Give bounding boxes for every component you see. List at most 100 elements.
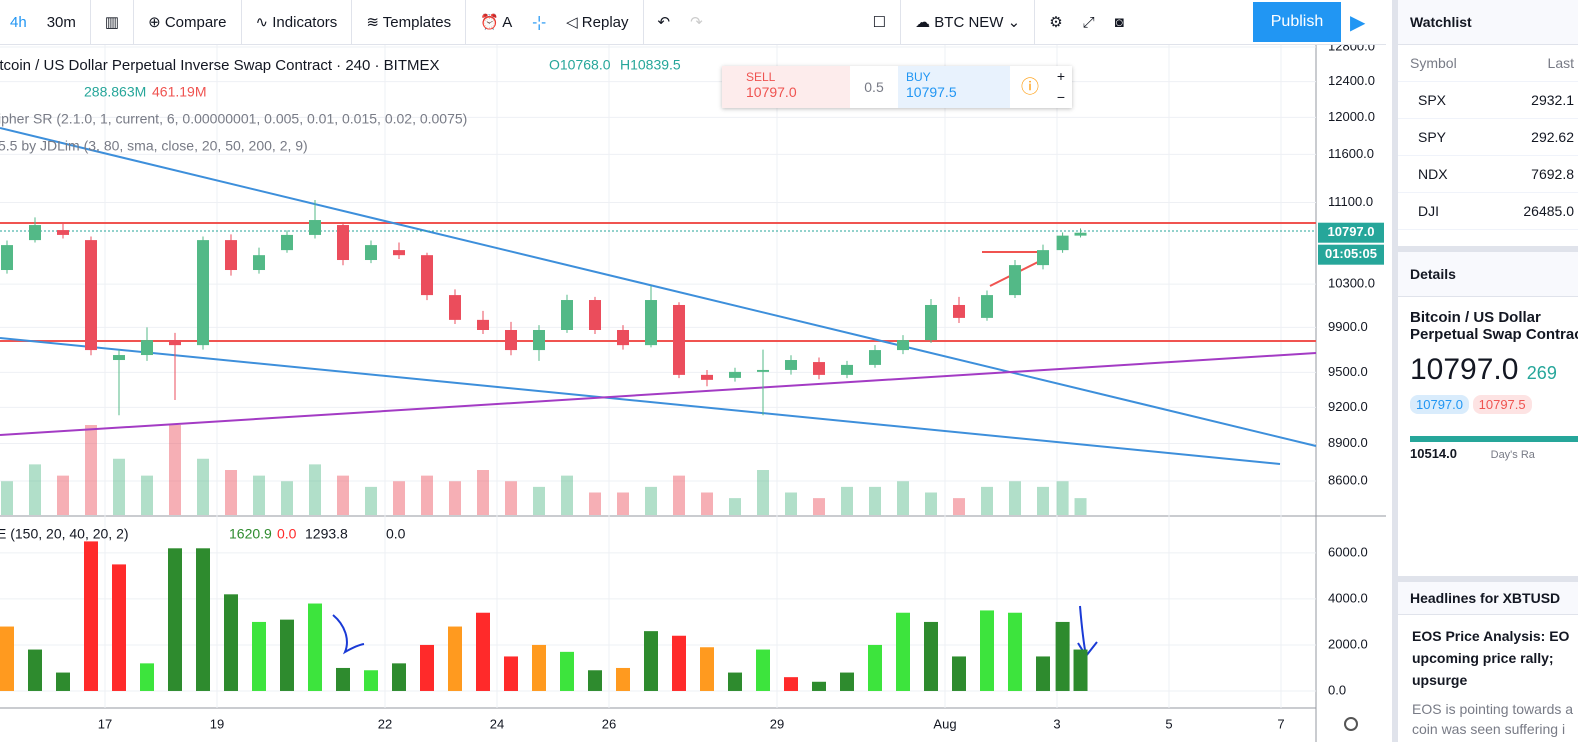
volume-bar [701, 492, 713, 515]
settings-icon[interactable] [1344, 717, 1358, 731]
settings[interactable]: ⚙ [1049, 14, 1063, 31]
candle-body [813, 362, 825, 375]
summary-line: coin was seen suffering i [1412, 721, 1566, 737]
watchlist-row[interactable]: SPY 292.62 [1398, 119, 1578, 156]
publish-button[interactable]: Publish [1253, 2, 1341, 42]
last-price: 292.62 [1531, 129, 1574, 145]
bid: 10797.0 [1410, 395, 1469, 414]
histogram-bar [84, 541, 98, 691]
y-tick-label: 10300.0 [1328, 276, 1375, 291]
volume-legend: 288.863M [84, 84, 146, 100]
watchlist-row[interactable]: DJI 26485.0 [1398, 193, 1578, 230]
volume-bar [337, 475, 349, 515]
volume-bar [1037, 486, 1049, 515]
undo[interactable]: ↶ [657, 14, 671, 31]
candle-body [85, 240, 97, 351]
x-tick-label: 5 [1165, 716, 1172, 731]
volume-bar [29, 464, 41, 515]
volume-bar [421, 475, 433, 515]
histogram-bar [588, 670, 602, 691]
y-tick-label: 12400.0 [1328, 73, 1375, 88]
candle-body [169, 340, 181, 346]
volume-bar [113, 458, 125, 515]
trend-line [0, 127, 1317, 447]
y-tick-label: 0.0 [1328, 682, 1346, 697]
volume-bar [673, 475, 685, 515]
snapshot[interactable]: ◙ [1114, 13, 1124, 31]
indicator-value: 1293.8 [305, 526, 348, 542]
volume-bar [869, 486, 881, 515]
details-title: Details [1398, 252, 1578, 297]
sell-price: 10797.0 [746, 84, 797, 100]
candle-body [449, 295, 461, 320]
symbol: SPX [1418, 92, 1447, 108]
chart-style[interactable]: ▥ [104, 14, 120, 31]
candle-body [141, 340, 153, 356]
fullscreen-box[interactable]: ☐ [872, 14, 887, 31]
histogram-bar [140, 663, 154, 691]
histogram-bar [616, 667, 630, 691]
histogram-bar [980, 610, 994, 691]
headline-line: upsurge [1412, 672, 1468, 688]
last-price: 2932.1 [1531, 92, 1574, 108]
interval[interactable]: 4h [10, 13, 27, 31]
x-tick-label: 17 [98, 716, 112, 731]
histogram-bar [504, 656, 518, 691]
candle-body [869, 350, 881, 365]
last-price-tag [1318, 222, 1384, 243]
details-price: 10797.0 [1410, 353, 1519, 386]
volume-bar [449, 481, 461, 515]
buy-button[interactable]: BUY 10797.5 [898, 66, 1010, 108]
x-tick-label: 29 [770, 716, 784, 731]
volume-bar [645, 486, 657, 515]
toolbar: 4h 30m ▥ ⊕ Compare ∿ Indicators ≋ Templa… [0, 0, 1386, 45]
sell-label: SELL [746, 70, 776, 84]
indicators-button[interactable]: ∿ Indicators [255, 14, 338, 31]
templates-label: Templates [382, 14, 452, 31]
candle-body [841, 364, 853, 375]
histogram-bar [868, 644, 882, 691]
watchlist-row[interactable]: SPX 2932.1 [1398, 82, 1578, 119]
ohlc: H10839.5 [620, 57, 681, 73]
templates-button[interactable]: ≋ Templates [366, 14, 452, 31]
fullscreen[interactable]: ⤢ [1082, 13, 1095, 31]
compare-button[interactable]: ⊕ Compare [148, 14, 227, 31]
histogram-bar [56, 672, 70, 691]
histogram-bar [672, 635, 686, 691]
play-button[interactable]: ▶ [1350, 12, 1366, 34]
compare-label: Compare [164, 14, 227, 31]
indicator-value: 0.0 [277, 526, 297, 542]
candle-body [253, 255, 265, 271]
volume-bar [1009, 481, 1021, 515]
layout-label: BTC NEW [934, 14, 1004, 31]
info-icon[interactable]: ⓘ [1021, 77, 1039, 97]
sell-button[interactable]: SELL 10797.0 [722, 66, 850, 108]
volume-bar [953, 498, 965, 515]
volume-bar [785, 492, 797, 515]
candle-body [533, 329, 545, 351]
stepper[interactable]: + − [1056, 68, 1066, 105]
headline[interactable]: EOS Price Analysis: EO upcoming price ral… [1398, 615, 1578, 691]
redo[interactable]: ↷ [690, 14, 703, 31]
quantity[interactable]: 0.5 [864, 79, 884, 95]
indicator-value: 0.0 [386, 526, 406, 542]
volume-bar [813, 498, 825, 515]
watchlist-header: Symbol Last [1398, 45, 1578, 82]
x-tick-label: 22 [378, 716, 392, 731]
layout-button[interactable]: ☁ BTC NEW ⌄ [915, 14, 1021, 31]
watchlist-title: Watchlist [1398, 0, 1578, 45]
interval[interactable]: 30m [46, 13, 76, 31]
histogram-bar [756, 649, 770, 691]
watchlist-row[interactable]: NDX 7692.8 [1398, 156, 1578, 193]
sidebar: Watchlist Symbol Last SPX 2932.1 SPY 292.62 N… [1392, 0, 1578, 742]
volume-bar [365, 486, 377, 515]
volume-bar [925, 492, 937, 515]
crosshair[interactable]: -¦- [532, 13, 547, 31]
histogram-bar [924, 621, 938, 691]
details-price-row: 10797.0 269 [1398, 343, 1578, 397]
volume-bar [897, 481, 909, 515]
headlines-panel: Headlines for XBTUSD EOS Price Analysis:… [1398, 576, 1578, 739]
alert-button[interactable]: ⏰ A [480, 14, 513, 31]
replay-button[interactable]: ◁ Replay [566, 14, 629, 31]
volume-bar [1074, 498, 1087, 515]
